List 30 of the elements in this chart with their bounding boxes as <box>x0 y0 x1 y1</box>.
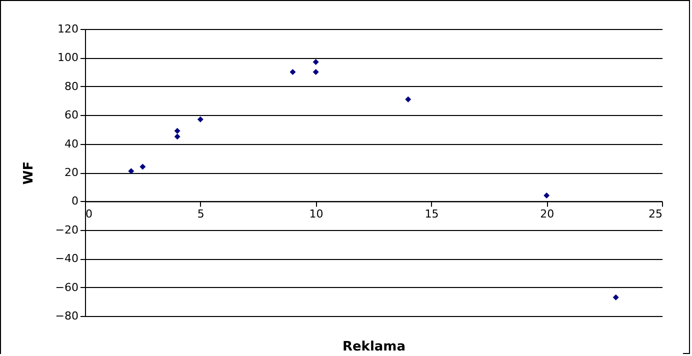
point <box>312 69 319 76</box>
y-tick-label: −20 <box>55 223 78 236</box>
x-tick-label: 5 <box>197 208 204 221</box>
y-tick-label: 80 <box>64 80 78 93</box>
y-tick-label: 120 <box>58 22 78 36</box>
point <box>174 128 180 134</box>
y-tick-label: −40 <box>55 252 78 266</box>
x-axis-title: Reklama <box>342 340 406 354</box>
x-tick-label: 10 <box>309 208 324 221</box>
point <box>612 294 619 300</box>
y-tick-label: 20 <box>64 166 78 179</box>
y-axis-title: WF <box>21 161 36 185</box>
x-tick-label: 15 <box>424 208 439 221</box>
point <box>290 69 296 76</box>
point <box>312 59 319 66</box>
x-tick-label: 20 <box>540 208 554 221</box>
point <box>197 116 204 122</box>
y-tick-label: 0 <box>72 194 78 208</box>
point <box>140 164 146 170</box>
y-tick-label: −60 <box>55 280 78 294</box>
point <box>174 134 180 140</box>
x-tick-label: 0 <box>86 208 92 221</box>
point <box>128 168 134 174</box>
point <box>544 192 550 198</box>
y-tick-label: 60 <box>64 108 78 122</box>
y-tick-label: 100 <box>58 51 78 64</box>
y-tick-label: −80 <box>55 310 78 322</box>
point <box>405 96 412 102</box>
y-tick-label: 40 <box>64 137 78 150</box>
x-tick-label: 25 <box>648 208 662 221</box>
